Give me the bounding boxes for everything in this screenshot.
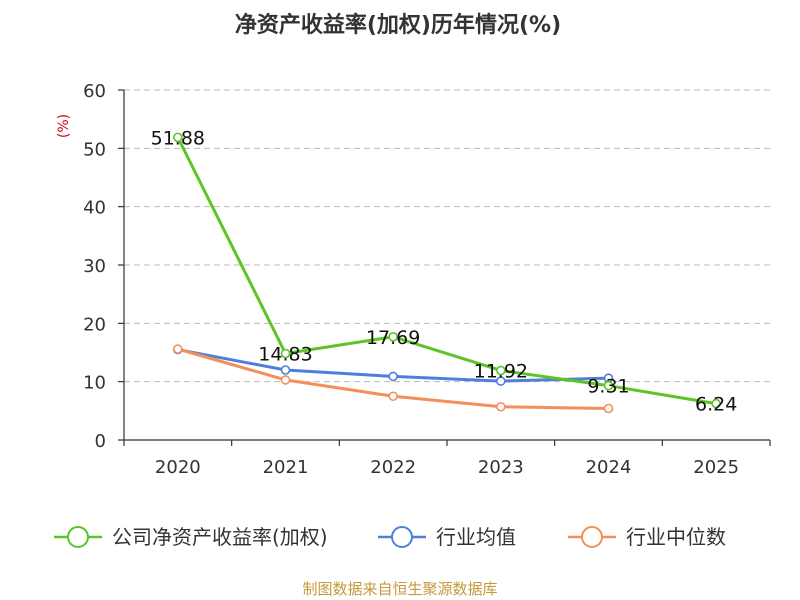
y-tick-label-0: 0	[95, 431, 106, 452]
y-tick-label-60: 60	[83, 81, 106, 102]
y-axis-unit: (%)	[56, 114, 72, 138]
data-label-2022: 17.69	[366, 327, 420, 349]
data-points	[173, 132, 721, 414]
chart-title: 净资产收益率(加权)历年情况(%)	[235, 12, 561, 38]
point-s0-2021	[280, 348, 291, 359]
data-label-2025: 6.24	[695, 394, 737, 416]
legend: 公司净资产收益率(加权) 行业均值 行业中位数	[54, 525, 726, 549]
grid-lines	[124, 89, 770, 383]
legend-label-1: 行业均值	[436, 525, 516, 549]
point-s2-2024	[603, 403, 614, 414]
y-tick-label-30: 30	[83, 256, 106, 277]
data-labels: 51.88 14.83 17.69 11.92 9.31 6.24	[151, 127, 738, 415]
data-label-2021: 14.83	[258, 343, 312, 365]
source-note: 制图数据来自恒生聚源数据库	[302, 580, 497, 598]
legend-marker-2	[581, 526, 603, 548]
point-s0-2020	[173, 132, 183, 143]
series-line-0	[176, 135, 718, 406]
data-label-2023: 11.92	[474, 360, 528, 382]
data-label-2020: 51.88	[151, 127, 205, 149]
point-s2-2021	[280, 375, 291, 385]
y-tick-label-10: 10	[83, 373, 106, 394]
point-s1-2022	[388, 371, 398, 382]
point-s0-2022	[388, 332, 398, 342]
legend-marker-1	[391, 526, 413, 548]
x-tick-label-2021: 2021	[263, 457, 309, 478]
data-label-2024: 9.31	[587, 376, 629, 398]
y-tick-label-50: 50	[83, 139, 106, 160]
point-s0-2025	[711, 398, 721, 409]
point-s2-2022	[388, 391, 398, 402]
x-tick-label-2025: 2025	[693, 457, 739, 478]
legend-label-0: 公司净资产收益率(加权)	[112, 525, 328, 549]
x-tick-label-2024: 2024	[586, 457, 632, 478]
axes: 0 10 20 30 40 50 60 2020 2021 2022 2023 2024 2025	[83, 81, 771, 478]
series-lines	[176, 135, 718, 410]
legend-label-2: 行业中位数	[626, 525, 726, 549]
point-s1-2023	[496, 376, 506, 386]
x-tick-label-2020: 2020	[155, 457, 201, 478]
point-s0-2024	[603, 380, 614, 391]
x-tick-label-2022: 2022	[370, 457, 416, 478]
legend-marker-0	[67, 526, 89, 548]
point-s0-2023	[496, 365, 506, 376]
point-s1-2021	[280, 365, 291, 375]
y-tick-label-20: 20	[83, 314, 106, 335]
point-s2-2020	[173, 344, 183, 354]
point-s2-2023	[496, 401, 506, 412]
y-tick-label-40: 40	[83, 198, 106, 219]
x-tick-label-2023: 2023	[478, 457, 524, 478]
